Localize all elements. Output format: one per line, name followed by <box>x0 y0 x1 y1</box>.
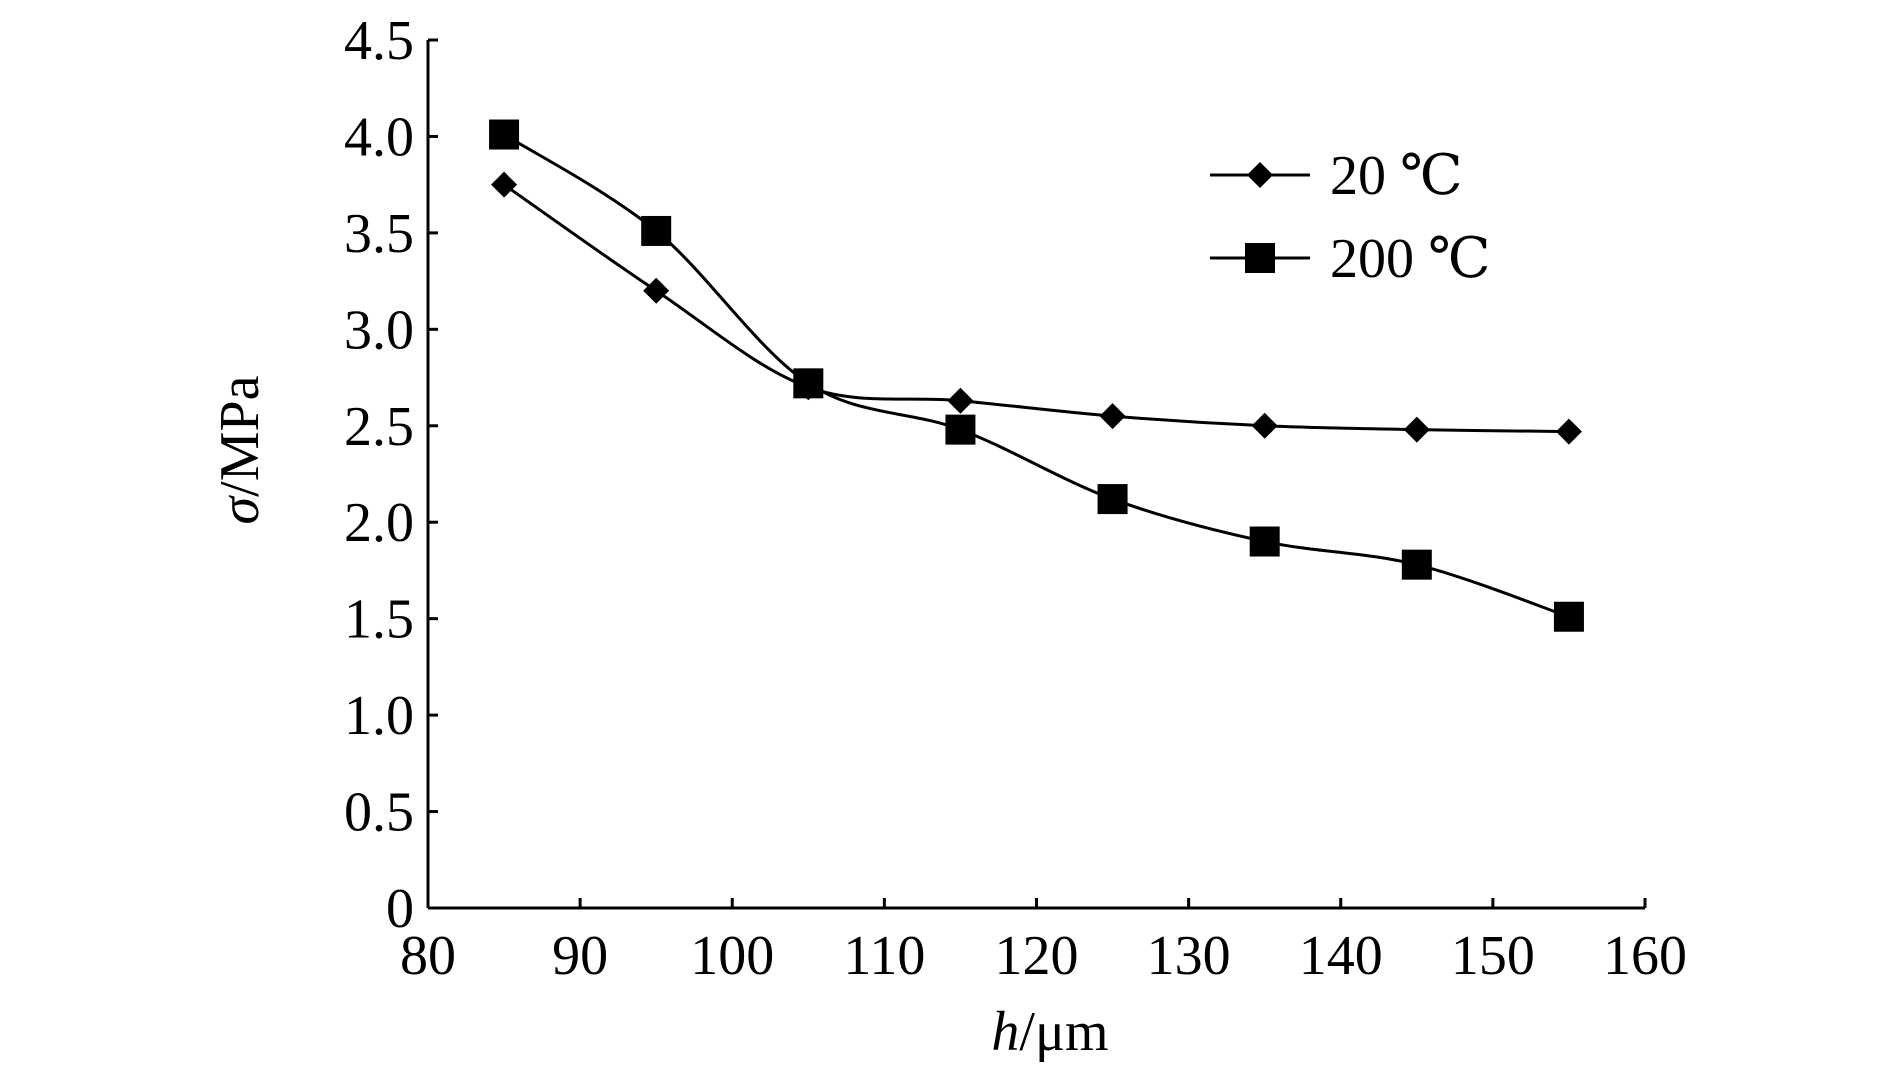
data-point-square <box>793 368 824 399</box>
data-point-square <box>489 119 520 150</box>
y-axis-title-var: σ <box>209 494 271 524</box>
y-tick-label: 0 <box>386 878 414 940</box>
data-point-square <box>1553 601 1584 632</box>
y-tick-label: 4.5 <box>344 10 414 72</box>
y-tick-label: 3.5 <box>344 203 414 265</box>
legend-marker-square <box>1245 243 1275 273</box>
x-tick-label: 160 <box>1603 925 1687 987</box>
data-point-square <box>945 414 976 445</box>
series-20c <box>491 171 1582 445</box>
data-point-diamond <box>947 387 974 414</box>
y-tick-label: 2.0 <box>344 492 414 554</box>
data-point-diamond <box>1251 412 1278 439</box>
series-line <box>503 183 1569 434</box>
data-point-square <box>1249 526 1280 557</box>
data-point-diamond <box>491 171 518 198</box>
y-tick-label: 0.5 <box>344 782 414 844</box>
data-point-square <box>641 215 672 246</box>
y-tick-label: 4.0 <box>344 106 414 168</box>
x-axis-title: h/μm <box>991 1001 1108 1063</box>
x-tick-label: 130 <box>1147 925 1231 987</box>
x-axis-title-var: h <box>991 1001 1019 1063</box>
x-tick-label: 110 <box>843 925 925 987</box>
series-layer <box>489 119 1584 632</box>
data-point-diamond <box>1403 416 1430 443</box>
x-tick-label: 120 <box>995 925 1079 987</box>
data-point-diamond <box>1099 403 1126 430</box>
y-axis-ticks: 0 0.5 1.0 1.5 2.0 2.5 3.0 3.5 4.0 4.5 <box>344 10 438 940</box>
x-tick-label: 80 <box>400 925 456 987</box>
data-point-square <box>1401 549 1432 580</box>
data-point-square <box>1097 484 1128 515</box>
legend-label-20c: 20 ℃ <box>1330 145 1463 207</box>
series-200c <box>489 119 1584 632</box>
data-point-diamond <box>643 277 670 304</box>
y-tick-label: 1.0 <box>344 685 414 747</box>
y-tick-label: 1.5 <box>344 589 414 651</box>
x-tick-label: 90 <box>552 925 608 987</box>
x-tick-label: 140 <box>1299 925 1383 987</box>
legend-label-200c: 200 ℃ <box>1330 228 1491 290</box>
x-tick-label: 100 <box>690 925 774 987</box>
y-tick-label: 2.5 <box>344 396 414 458</box>
legend: 20 ℃ 200 ℃ <box>1210 145 1491 290</box>
x-axis-ticks: 80 90 100 110 120 130 140 150 160 <box>400 898 1687 987</box>
y-tick-label: 3.0 <box>344 299 414 361</box>
x-tick-label: 150 <box>1451 925 1535 987</box>
legend-marker-diamond <box>1247 162 1273 188</box>
data-point-diamond <box>1555 418 1582 445</box>
y-axis-title-unit: /MPa <box>209 375 271 496</box>
x-axis-title-unit: /μm <box>1019 1001 1108 1063</box>
y-axis-title: σ/MPa <box>209 375 271 524</box>
